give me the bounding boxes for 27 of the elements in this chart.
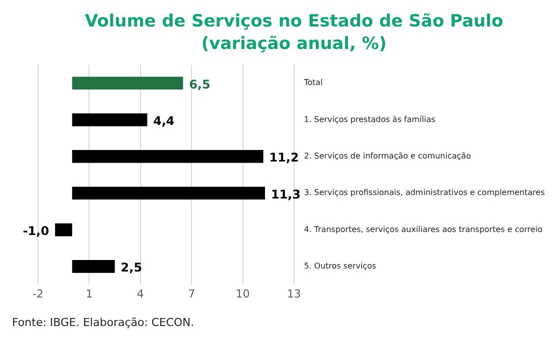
data-label: 2,5 — [120, 260, 142, 275]
x-tick-label: -2 — [32, 287, 44, 300]
x-tick-label: 4 — [136, 287, 144, 300]
bar — [72, 186, 265, 200]
data-label: 6,5 — [189, 77, 210, 92]
bar — [72, 150, 264, 163]
y-tick-label: 1. Serviços prestados às famílias — [304, 114, 436, 124]
chart-subtitle: (variação anual, %) — [201, 34, 387, 54]
bar — [72, 260, 115, 273]
y-tick-label: Total — [303, 78, 323, 88]
x-tick-label: 1 — [86, 287, 93, 300]
source-note: Fonte: IBGE. Elaboração: CECON. — [12, 316, 196, 329]
x-tick-label: 13 — [287, 287, 301, 300]
bar — [72, 76, 184, 90]
chart-title: Volume de Serviços no Estado de São Paulo — [84, 12, 504, 32]
bar — [55, 223, 72, 236]
data-label: 4,4 — [153, 114, 174, 128]
y-tick-label: 4. Transportes, serviços auxiliares aos transportes e correio — [304, 224, 543, 234]
y-tick-label: 2. Serviços de informação e comunicação — [304, 152, 472, 161]
y-tick-label: 3. Serviços profissionais, administrativos e complementares — [304, 188, 545, 198]
data-label: 11,3 — [270, 187, 301, 202]
x-tick-label: 10 — [236, 287, 250, 300]
x-tick-label: 7 — [188, 287, 196, 300]
y-tick-label: 5. Outros serviços — [304, 262, 376, 271]
data-label: 11,2 — [269, 150, 299, 165]
bar — [72, 113, 148, 126]
data-label: -1,0 — [22, 224, 50, 238]
